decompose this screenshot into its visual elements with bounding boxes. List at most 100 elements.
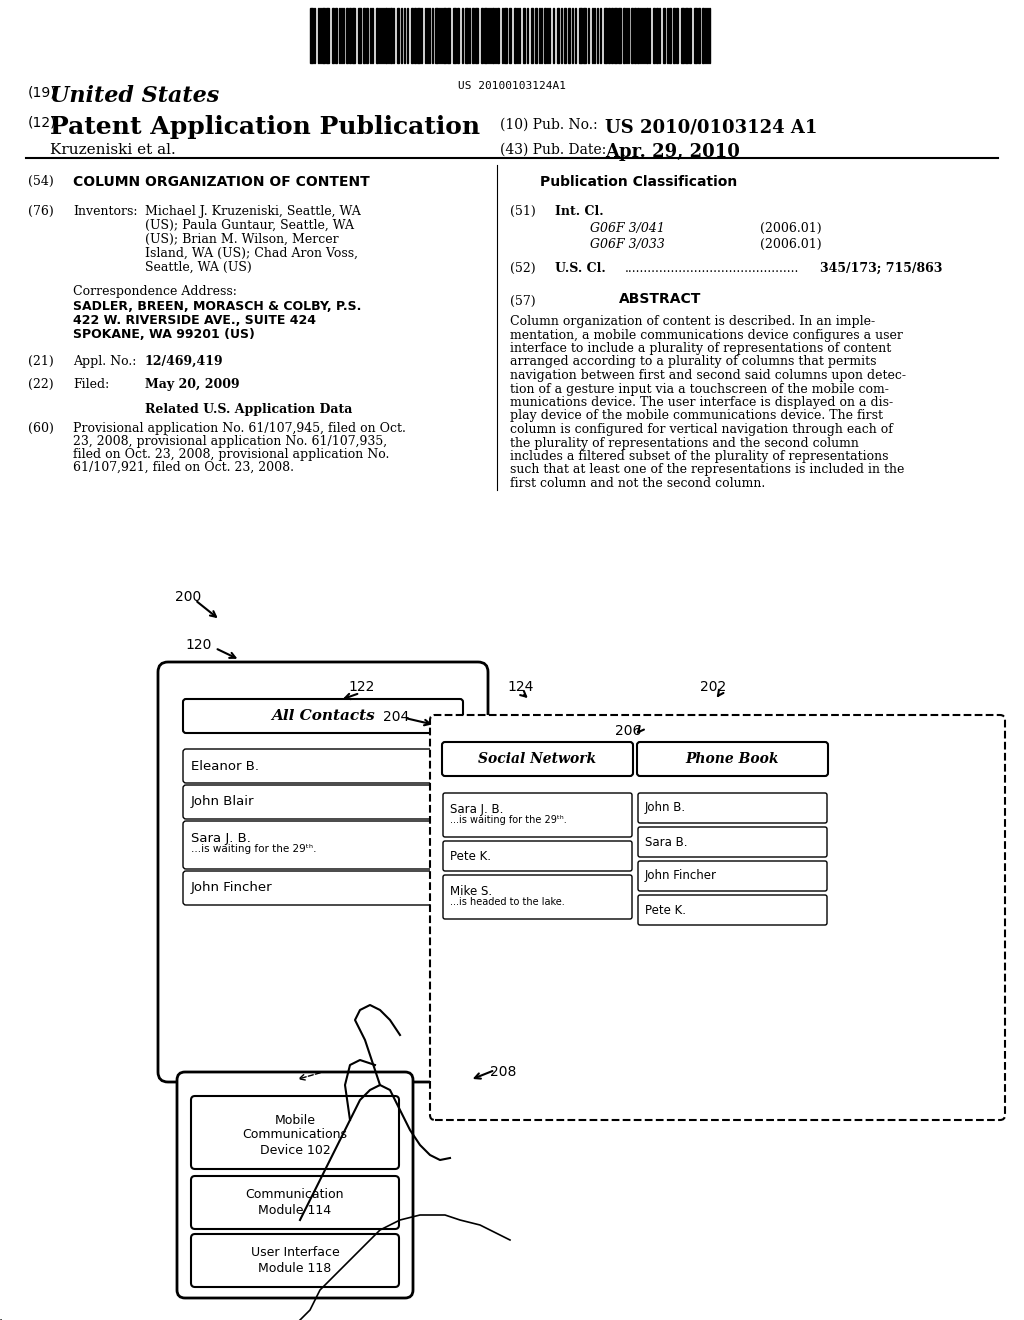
Text: Seattle, WA (US): Seattle, WA (US) (145, 261, 252, 275)
Text: ...is waiting for the 29ᵗʰ.: ...is waiting for the 29ᵗʰ. (450, 814, 566, 825)
Bar (637, 8, 639, 63)
Bar (481, 8, 483, 63)
Text: John B.: John B. (645, 801, 686, 814)
Text: 122: 122 (348, 680, 375, 694)
Bar (673, 8, 675, 63)
Text: ...is waiting for the 29ᵗʰ.: ...is waiting for the 29ᵗʰ. (191, 843, 316, 854)
Bar (435, 8, 438, 63)
Text: .............................................: ........................................… (625, 261, 800, 275)
Bar (352, 8, 355, 63)
Text: tion of a gesture input via a touchscreen of the mobile com-: tion of a gesture input via a touchscree… (510, 383, 889, 396)
Text: (10) Pub. No.:: (10) Pub. No.: (500, 117, 598, 132)
Text: (57): (57) (510, 294, 536, 308)
Text: US 20100103124A1: US 20100103124A1 (458, 81, 566, 91)
Bar (634, 8, 636, 63)
Text: (76): (76) (28, 205, 53, 218)
Text: Mike S.: Mike S. (450, 884, 493, 898)
Bar (390, 8, 392, 63)
Bar (557, 8, 559, 63)
Bar (411, 8, 413, 63)
Bar (694, 8, 697, 63)
Text: Provisional application No. 61/107,945, filed on Oct.: Provisional application No. 61/107,945, … (73, 422, 406, 436)
Text: Social Network: Social Network (478, 752, 597, 766)
Bar (646, 8, 648, 63)
Bar (523, 8, 525, 63)
Text: (60): (60) (28, 422, 54, 436)
FancyBboxPatch shape (443, 875, 632, 919)
Bar (568, 8, 570, 63)
Text: United States: United States (50, 84, 219, 107)
Text: (52): (52) (510, 261, 536, 275)
Text: (21): (21) (28, 355, 53, 368)
Text: Kruzeniski et al.: Kruzeniski et al. (50, 143, 176, 157)
Text: Mobile: Mobile (274, 1114, 315, 1126)
Bar (702, 8, 705, 63)
Text: (19): (19) (28, 84, 56, 99)
Text: munications device. The user interface is displayed on a dis-: munications device. The user interface i… (510, 396, 893, 409)
Text: the plurality of representations and the second column: the plurality of representations and the… (510, 437, 859, 450)
FancyBboxPatch shape (430, 715, 1005, 1119)
Text: (2006.01): (2006.01) (760, 238, 821, 251)
FancyBboxPatch shape (183, 821, 463, 869)
Bar (663, 8, 665, 63)
Text: 204: 204 (383, 710, 410, 723)
Text: ABSTRACT: ABSTRACT (618, 292, 701, 306)
Text: mentation, a mobile communications device configures a user: mentation, a mobile communications devic… (510, 329, 903, 342)
Bar (447, 8, 450, 63)
Text: Correspondence Address:: Correspondence Address: (73, 285, 237, 298)
Text: interface to include a plurality of representations of content: interface to include a plurality of repr… (510, 342, 891, 355)
Bar (689, 8, 691, 63)
Text: (22): (22) (28, 378, 53, 391)
FancyBboxPatch shape (638, 828, 827, 857)
Text: (43) Pub. Date:: (43) Pub. Date: (500, 143, 606, 157)
Bar (397, 8, 399, 63)
Bar (472, 8, 474, 63)
Bar (362, 8, 365, 63)
Text: Related U.S. Application Data: Related U.S. Application Data (145, 403, 352, 416)
Text: navigation between first and second said columns upon detec-: navigation between first and second said… (510, 370, 906, 381)
Bar (457, 8, 459, 63)
Text: 61/107,921, filed on Oct. 23, 2008.: 61/107,921, filed on Oct. 23, 2008. (73, 461, 294, 474)
Text: (US); Brian M. Wilson, Mercer: (US); Brian M. Wilson, Mercer (145, 234, 339, 246)
Bar (583, 8, 586, 63)
Text: 200: 200 (175, 590, 202, 605)
Text: (51): (51) (510, 205, 536, 218)
Bar (335, 8, 337, 63)
Text: SPOKANE, WA 99201 (US): SPOKANE, WA 99201 (US) (73, 327, 255, 341)
Text: All Contacts: All Contacts (271, 709, 375, 723)
Text: Communications: Communications (243, 1127, 347, 1140)
Bar (509, 8, 511, 63)
Bar (504, 8, 507, 63)
Text: John Fincher: John Fincher (191, 882, 272, 895)
Text: 23, 2008, provisional application No. 61/107,935,: 23, 2008, provisional application No. 61… (73, 436, 387, 447)
Text: Island, WA (US); Chad Aron Voss,: Island, WA (US); Chad Aron Voss, (145, 247, 358, 260)
Bar (366, 8, 368, 63)
Bar (376, 8, 378, 63)
Text: 345/173; 715/863: 345/173; 715/863 (820, 261, 942, 275)
FancyBboxPatch shape (177, 1072, 413, 1298)
Bar (544, 8, 546, 63)
Bar (514, 8, 516, 63)
Text: US 2010/0103124 A1: US 2010/0103124 A1 (605, 117, 817, 136)
Bar (579, 8, 582, 63)
Text: Sara J. B.: Sara J. B. (450, 803, 504, 816)
Text: Sara J. B.: Sara J. B. (191, 832, 251, 845)
Text: John Blair: John Blair (191, 796, 255, 808)
Text: May 20, 2009: May 20, 2009 (145, 378, 240, 391)
Bar (310, 8, 313, 63)
Text: COLUMN ORGANIZATION OF CONTENT: COLUMN ORGANIZATION OF CONTENT (73, 176, 370, 189)
Text: such that at least one of the representations is included in the: such that at least one of the representa… (510, 463, 904, 477)
Text: Column organization of content is described. In an imple-: Column organization of content is descri… (510, 315, 876, 327)
FancyBboxPatch shape (183, 871, 463, 906)
FancyBboxPatch shape (443, 841, 632, 871)
Text: Inventors:: Inventors: (73, 205, 137, 218)
FancyBboxPatch shape (443, 793, 632, 837)
Text: filed on Oct. 23, 2008, provisional application No.: filed on Oct. 23, 2008, provisional appl… (73, 447, 389, 461)
Bar (497, 8, 499, 63)
Text: Patent Application Publication: Patent Application Publication (50, 115, 480, 139)
Text: G06F 3/041: G06F 3/041 (590, 222, 665, 235)
Bar (385, 8, 387, 63)
Text: G06F 3/033: G06F 3/033 (590, 238, 665, 251)
Bar (443, 8, 446, 63)
FancyBboxPatch shape (183, 748, 463, 783)
